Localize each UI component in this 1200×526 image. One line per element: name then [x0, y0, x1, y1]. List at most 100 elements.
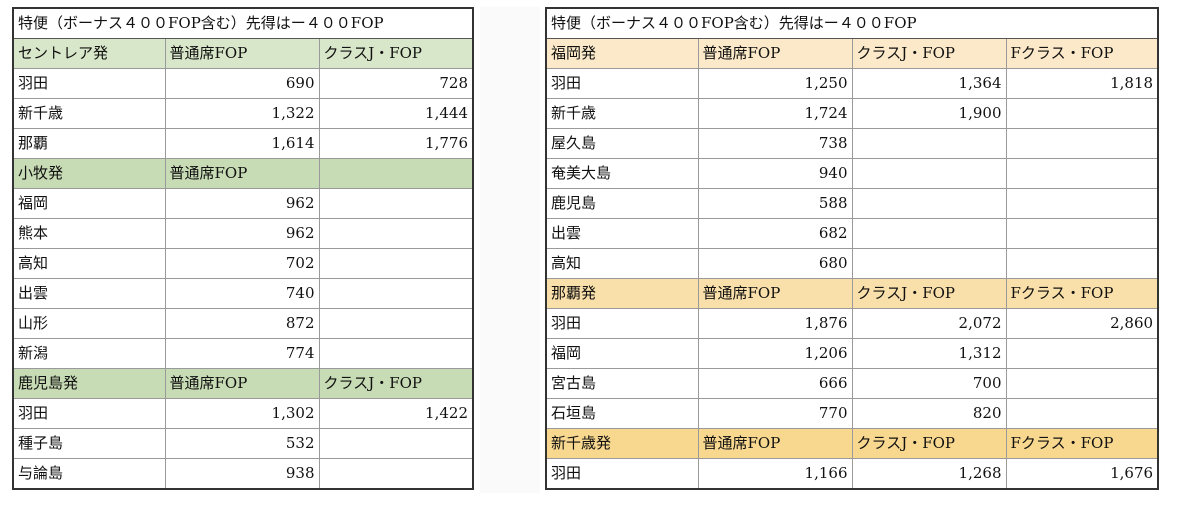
- destination-cell: 出雲: [545, 218, 699, 249]
- fare-class-header-cell: Fクラス・FOP: [1005, 38, 1159, 69]
- fop-value-cell: 2,072: [851, 308, 1007, 339]
- fop-value-cell: 702: [164, 248, 320, 279]
- fop-value-cell: 682: [697, 218, 853, 249]
- destination-cell: 奄美大島: [545, 158, 699, 189]
- fop-value-cell: 1,206: [697, 338, 853, 369]
- fop-value-cell: 1,166: [697, 458, 853, 490]
- origin-header-cell: セントレア発: [12, 38, 166, 69]
- table-row: 与論島 938: [12, 458, 474, 490]
- fop-value-cell: 1,444: [318, 98, 474, 129]
- destination-cell: 羽田: [12, 398, 166, 429]
- destination-cell: 羽田: [12, 68, 166, 99]
- table-row: 高知 680: [545, 248, 1159, 279]
- fop-value-cell: 1,322: [164, 98, 320, 129]
- origin-header-cell: 鹿児島発: [12, 368, 166, 399]
- fop-value-cell: 680: [697, 248, 853, 279]
- destination-cell: 山形: [12, 308, 166, 339]
- table-row: 新千歳 1,724 1,900: [545, 98, 1159, 129]
- fare-class-header-cell: Fクラス・FOP: [1005, 428, 1159, 459]
- fare-class-header-cell: 普通席FOP: [697, 428, 853, 459]
- section-header-row: 那覇発 普通席FOP クラスJ・FOP Fクラス・FOP: [545, 278, 1159, 309]
- fare-class-header-cell: 普通席FOP: [164, 158, 320, 189]
- destination-cell: 羽田: [545, 68, 699, 99]
- fop-value-cell: 740: [164, 278, 320, 309]
- destination-cell: 羽田: [545, 458, 699, 490]
- fop-value-cell: [851, 128, 1007, 159]
- fop-value-cell: [1005, 158, 1159, 189]
- destination-cell: 福岡: [545, 338, 699, 369]
- table-row: 新千歳 1,322 1,444: [12, 98, 474, 129]
- origin-header-cell: 新千歳発: [545, 428, 699, 459]
- fop-value-cell: 962: [164, 188, 320, 219]
- origin-header-cell: 福岡発: [545, 38, 699, 69]
- fop-value-cell: [318, 338, 474, 369]
- fop-value-cell: [1005, 188, 1159, 219]
- fop-value-cell: [1005, 98, 1159, 129]
- table-row: 種子島 532: [12, 428, 474, 459]
- fop-value-cell: 774: [164, 338, 320, 369]
- section-header-row: 鹿児島発 普通席FOP クラスJ・FOP: [12, 368, 474, 399]
- fare-class-header-cell: クラスJ・FOP: [851, 38, 1007, 69]
- destination-cell: 新千歳: [545, 98, 699, 129]
- table-row: 羽田 1,876 2,072 2,860: [545, 308, 1159, 339]
- table-row: 福岡 1,206 1,312: [545, 338, 1159, 369]
- fare-class-header-cell: 普通席FOP: [164, 368, 320, 399]
- fop-value-cell: 1,268: [851, 458, 1007, 490]
- fop-value-cell: [318, 248, 474, 279]
- fare-class-header-cell: クラスJ・FOP: [851, 278, 1007, 309]
- fop-value-cell: 1,724: [697, 98, 853, 129]
- destination-cell: 熊本: [12, 218, 166, 249]
- destination-cell: 高知: [545, 248, 699, 279]
- fop-value-cell: [851, 158, 1007, 189]
- fop-value-cell: [1005, 128, 1159, 159]
- fop-value-cell: 770: [697, 398, 853, 429]
- fop-value-cell: 1,312: [851, 338, 1007, 369]
- table-row: 宮古島 666 700: [545, 368, 1159, 399]
- fop-value-cell: 1,364: [851, 68, 1007, 99]
- left-title-row: 特便（ボーナス４００FOP含む）先得はー４００FOP: [12, 7, 474, 39]
- table-row: 羽田 1,250 1,364 1,818: [545, 68, 1159, 99]
- fop-value-cell: [1005, 338, 1159, 369]
- fop-value-cell: 1,776: [318, 128, 474, 159]
- table-row: 奄美大島 940: [545, 158, 1159, 189]
- fop-value-cell: [318, 458, 474, 490]
- right-title-row: 特便（ボーナス４００FOP含む）先得はー４００FOP: [545, 7, 1159, 39]
- fop-value-cell: 532: [164, 428, 320, 459]
- destination-cell: 新潟: [12, 338, 166, 369]
- destination-cell: 鹿児島: [545, 188, 699, 219]
- fop-value-cell: [318, 308, 474, 339]
- fop-value-cell: 2,860: [1005, 308, 1159, 339]
- destination-cell: 宮古島: [545, 368, 699, 399]
- fop-value-cell: 820: [851, 398, 1007, 429]
- table-row: 山形 872: [12, 308, 474, 339]
- table-row: 屋久島 738: [545, 128, 1159, 159]
- gap-separator: [480, 7, 540, 493]
- fop-value-cell: 1,876: [697, 308, 853, 339]
- fop-value-cell: 938: [164, 458, 320, 490]
- fop-value-cell: [318, 188, 474, 219]
- fop-value-cell: 1,676: [1005, 458, 1159, 490]
- fop-value-cell: 872: [164, 308, 320, 339]
- fare-class-header-cell: クラスJ・FOP: [318, 38, 474, 69]
- table-row: 那覇 1,614 1,776: [12, 128, 474, 159]
- destination-cell: 高知: [12, 248, 166, 279]
- table-row: 鹿児島 588: [545, 188, 1159, 219]
- destination-cell: 羽田: [545, 308, 699, 339]
- fop-value-cell: [1005, 218, 1159, 249]
- table-row: 高知 702: [12, 248, 474, 279]
- section-header-row: セントレア発 普通席FOP クラスJ・FOP: [12, 38, 474, 69]
- fop-value-cell: 1,818: [1005, 68, 1159, 99]
- fop-value-cell: [851, 218, 1007, 249]
- fare-class-header-cell: 普通席FOP: [697, 38, 853, 69]
- origin-header-cell: 小牧発: [12, 158, 166, 189]
- table-row: 福岡 962: [12, 188, 474, 219]
- section-header-row: 福岡発 普通席FOP クラスJ・FOP Fクラス・FOP: [545, 38, 1159, 69]
- fare-class-header-cell: クラスJ・FOP: [318, 368, 474, 399]
- fop-value-cell: 1,900: [851, 98, 1007, 129]
- fop-value-cell: 1,302: [164, 398, 320, 429]
- fare-class-header-cell: Fクラス・FOP: [1005, 278, 1159, 309]
- destination-cell: 種子島: [12, 428, 166, 459]
- fop-value-cell: 962: [164, 218, 320, 249]
- table-row: 羽田 1,166 1,268 1,676: [545, 458, 1159, 490]
- table-row: 羽田 1,302 1,422: [12, 398, 474, 429]
